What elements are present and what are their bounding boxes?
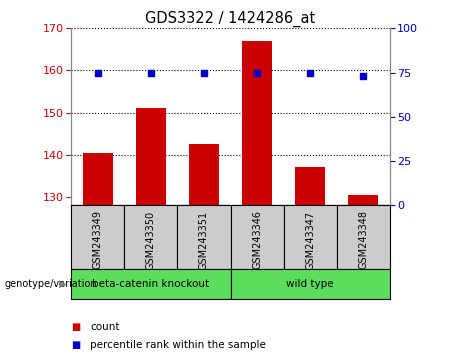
Bar bbox=[83, 153, 112, 205]
Bar bbox=[242, 41, 272, 205]
Text: ■: ■ bbox=[71, 322, 81, 332]
Text: ■: ■ bbox=[71, 340, 81, 350]
Text: count: count bbox=[90, 322, 119, 332]
Text: GSM243349: GSM243349 bbox=[93, 210, 103, 269]
Bar bbox=[230, 205, 284, 269]
Bar bbox=[284, 205, 337, 269]
Bar bbox=[136, 108, 165, 205]
Bar bbox=[189, 144, 219, 205]
Bar bbox=[71, 205, 124, 269]
Text: GSM243351: GSM243351 bbox=[199, 210, 209, 269]
Text: GSM243347: GSM243347 bbox=[305, 210, 315, 269]
Bar bbox=[296, 167, 325, 205]
Point bbox=[359, 73, 366, 79]
Text: GSM243348: GSM243348 bbox=[358, 210, 368, 269]
Text: wild type: wild type bbox=[286, 279, 334, 289]
Text: percentile rank within the sample: percentile rank within the sample bbox=[90, 340, 266, 350]
Point bbox=[148, 70, 155, 75]
Point bbox=[94, 70, 101, 75]
Text: GSM243346: GSM243346 bbox=[252, 210, 262, 269]
Bar bbox=[124, 205, 177, 269]
Bar bbox=[337, 205, 390, 269]
Text: genotype/variation: genotype/variation bbox=[5, 279, 97, 289]
Bar bbox=[71, 269, 230, 299]
Text: GDS3322 / 1424286_at: GDS3322 / 1424286_at bbox=[145, 11, 316, 27]
Bar bbox=[230, 269, 390, 299]
Point bbox=[306, 70, 313, 75]
Point bbox=[200, 70, 207, 75]
Text: GSM243350: GSM243350 bbox=[146, 210, 156, 269]
Text: ▶: ▶ bbox=[59, 279, 67, 289]
Bar bbox=[177, 205, 230, 269]
Bar bbox=[349, 195, 378, 205]
Text: beta-catenin knockout: beta-catenin knockout bbox=[92, 279, 210, 289]
Point bbox=[254, 70, 261, 75]
